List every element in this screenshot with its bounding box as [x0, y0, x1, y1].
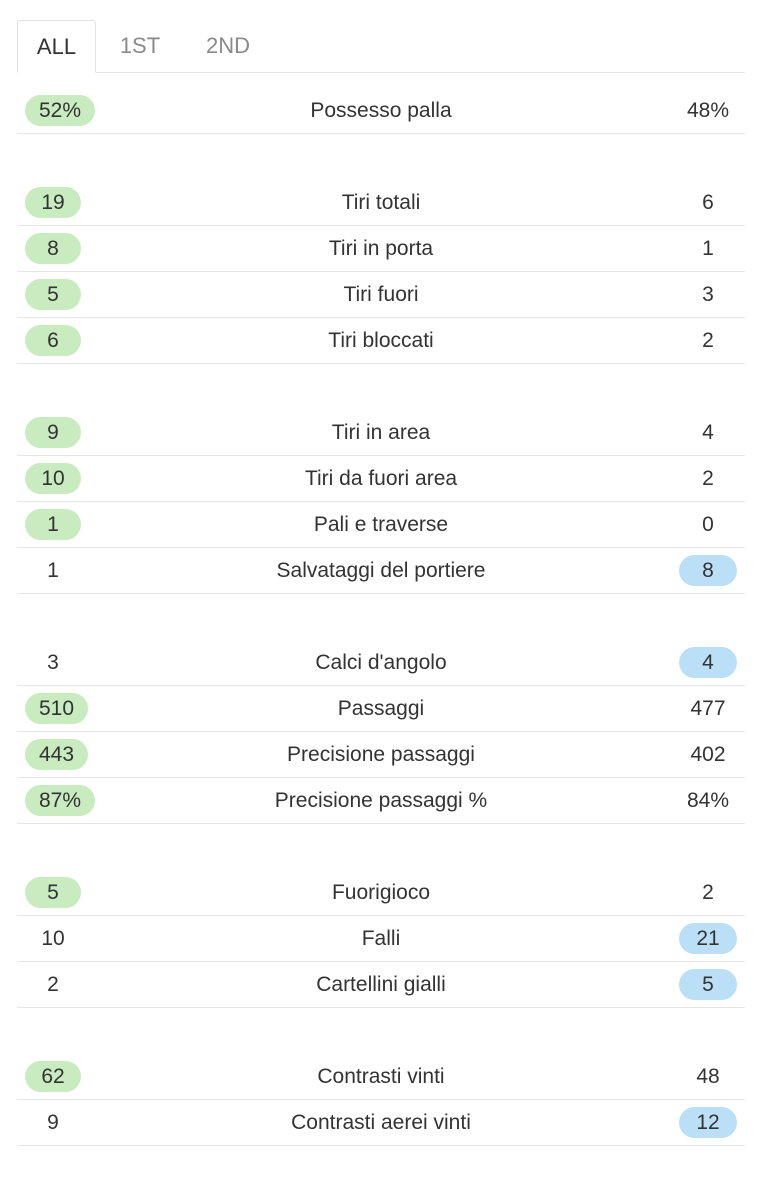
home-value: 3	[47, 651, 59, 674]
stat-label: Calci d'angolo	[315, 651, 447, 674]
home-value: 1	[25, 509, 81, 540]
stat-label: Falli	[361, 927, 401, 950]
stat-row-goalkeeper-saves: 1 Salvataggi del portiere 8	[17, 548, 745, 594]
away-value: 2	[702, 881, 714, 904]
away-value: 2	[702, 329, 714, 352]
stat-row-total-shots: 19 Tiri totali 6	[17, 180, 745, 226]
tab-2nd[interactable]: 2ND	[205, 33, 250, 58]
stat-row-passes: 510 Passaggi 477	[17, 686, 745, 732]
period-tabs: ALL 1ST 2ND	[17, 20, 745, 73]
stat-row-pass-accuracy-pct: 87% Precisione passaggi % 84%	[17, 778, 745, 824]
home-value: 8	[25, 233, 81, 264]
away-value: 5	[679, 969, 737, 1000]
home-value: 5	[25, 877, 81, 908]
stat-row-tackles-won: 62 Contrasti vinti 48	[17, 1054, 745, 1100]
stat-label: Contrasti vinti	[317, 1065, 445, 1088]
home-value: 52%	[25, 95, 96, 126]
away-value: 12	[679, 1107, 737, 1138]
stat-label: Passaggi	[337, 697, 425, 720]
away-value: 21	[679, 923, 737, 954]
stat-row-corners: 3 Calci d'angolo 4	[17, 640, 745, 686]
home-value: 5	[25, 279, 81, 310]
stat-row-aerials-won: 9 Contrasti aerei vinti 12	[17, 1100, 745, 1146]
stat-label: Cartellini gialli	[316, 973, 446, 996]
away-value: 48	[696, 1065, 720, 1088]
stat-row-shots-off-target: 5 Tiri fuori 3	[17, 272, 745, 318]
home-value: 10	[25, 463, 81, 494]
away-value: 8	[679, 555, 737, 586]
stat-row-yellow-cards: 2 Cartellini gialli 5	[17, 962, 745, 1008]
stat-row-possession: 52% Possesso palla 48%	[17, 88, 745, 134]
stat-label: Tiri da fuori area	[304, 467, 458, 490]
stat-row-offsides: 5 Fuorigioco 2	[17, 870, 745, 916]
away-value: 477	[690, 697, 726, 720]
home-value: 443	[25, 739, 89, 770]
stat-label: Salvataggi del portiere	[276, 559, 486, 582]
home-value: 9	[47, 1111, 59, 1134]
home-value: 1	[47, 559, 59, 582]
away-value: 1	[702, 237, 714, 260]
away-value: 84%	[686, 789, 730, 812]
stat-row-shots-inside-box: 9 Tiri in area 4	[17, 410, 745, 456]
home-value: 10	[41, 927, 65, 950]
stat-label: Tiri in porta	[328, 237, 434, 260]
home-value: 9	[25, 417, 81, 448]
away-value: 3	[702, 283, 714, 306]
away-value: 0	[702, 513, 714, 536]
away-value: 402	[690, 743, 726, 766]
away-value: 48%	[686, 99, 730, 122]
stat-label: Precisione passaggi	[287, 743, 475, 766]
stat-label: Pali e traverse	[313, 513, 449, 536]
stat-row-woodwork: 1 Pali e traverse 0	[17, 502, 745, 548]
home-value: 62	[25, 1061, 81, 1092]
stat-row-fouls: 10 Falli 21	[17, 916, 745, 962]
away-value: 2	[702, 467, 714, 490]
home-value: 2	[47, 973, 59, 996]
home-value: 19	[25, 187, 81, 218]
stat-label: Tiri fuori	[343, 283, 419, 306]
stat-row-blocked-shots: 6 Tiri bloccati 2	[17, 318, 745, 364]
stat-label: Fuorigioco	[331, 881, 431, 904]
stat-label: Possesso palla	[310, 99, 452, 122]
tab-1st[interactable]: 1ST	[119, 33, 161, 58]
stat-label: Tiri bloccati	[328, 329, 434, 352]
stat-row-shots-on-target: 8 Tiri in porta 1	[17, 226, 745, 272]
stat-label: Precisione passaggi %	[274, 789, 488, 812]
stat-label: Tiri totali	[341, 191, 421, 214]
stat-label: Tiri in area	[331, 421, 431, 444]
home-value: 87%	[25, 785, 96, 816]
away-value: 4	[702, 421, 714, 444]
stat-row-accurate-passes: 443 Precisione passaggi 402	[17, 732, 745, 778]
home-value: 6	[25, 325, 81, 356]
stat-label: Contrasti aerei vinti	[291, 1111, 471, 1134]
home-value: 510	[25, 693, 89, 724]
tab-all[interactable]: ALL	[17, 20, 96, 73]
away-value: 6	[702, 191, 714, 214]
away-value: 4	[679, 647, 737, 678]
stat-row-shots-outside-box: 10 Tiri da fuori area 2	[17, 456, 745, 502]
